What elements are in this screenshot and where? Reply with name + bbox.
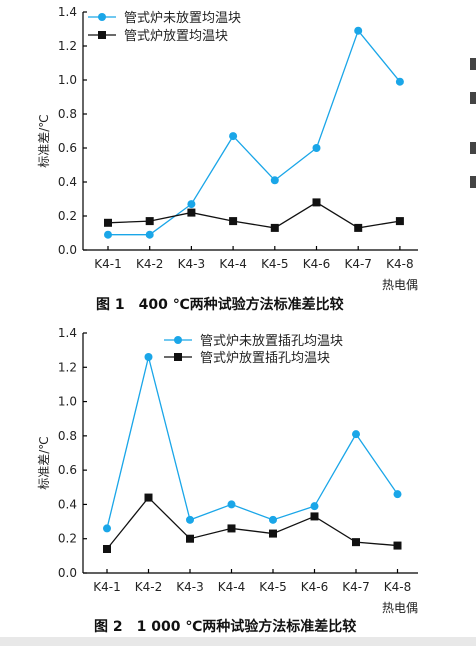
chart-1: 0.0 0.2 0.4 0.6 0.8 1.0 1.2 1.4 K4-1 K4-2 K4-3 K4-4…: [37, 5, 418, 313]
y-tick-label: 0.4: [58, 175, 77, 189]
y-tick-label: 0.0: [58, 566, 77, 580]
data-point: [270, 223, 279, 232]
data-point: [104, 230, 112, 239]
data-point: [269, 529, 277, 538]
x-tick-label: K4-4: [218, 580, 245, 594]
x-tick-label: K4-2: [136, 257, 163, 271]
data-point: [354, 223, 363, 232]
legend-marker: [98, 31, 106, 39]
x-tick-label: K4-7: [342, 580, 369, 594]
chart-2: 0.0 0.2 0.4 0.6 0.8 1.0 1.2 1.4 K4-1 K4-2 K4-3 K4-4…: [37, 326, 418, 635]
data-point: [229, 217, 238, 226]
legend-marker: [98, 13, 106, 21]
y-tick-label: 1.2: [58, 39, 77, 53]
page-edge-mark: [470, 142, 476, 154]
data-point: [187, 208, 196, 217]
data-point: [103, 524, 111, 533]
x-tick-label: K4-5: [259, 580, 286, 594]
data-point: [310, 512, 319, 521]
page-edge-mark: [470, 92, 476, 104]
data-point: [269, 515, 277, 524]
data-point: [393, 541, 402, 550]
y-tick-label: 1.0: [58, 73, 77, 87]
x-tick-label: K4-8: [384, 580, 411, 594]
series-line: [106, 356, 399, 529]
y-tick-label: 0.6: [58, 463, 77, 477]
x-axis-label: 热电偶: [382, 278, 418, 292]
legend-label: 管式炉放置均温块: [124, 29, 228, 44]
x-tick-label: K4-7: [344, 257, 371, 271]
data-point: [103, 545, 111, 553]
data-point: [186, 515, 194, 524]
series-line: [108, 29, 401, 236]
y-tick-label: 0.6: [58, 141, 77, 155]
y-tick-label: 1.4: [58, 5, 77, 19]
y-tick-label: 0.2: [58, 532, 77, 546]
data-point: [312, 144, 321, 152]
data-point: [104, 218, 112, 227]
data-point: [352, 430, 360, 439]
page-edge-mark: [470, 58, 476, 70]
page-edge-mark: [470, 176, 476, 188]
figure-caption: 图 1 400 ℃两种试验方法标准差比较: [96, 296, 344, 313]
page-bottom-strip: [0, 637, 476, 646]
data-point: [144, 353, 153, 361]
legend-label: 管式炉放置插孔均温块: [200, 351, 330, 366]
figure-caption: 图 2 1 000 ℃两种试验方法标准差比较: [94, 618, 356, 635]
x-axis-label: 热电偶: [382, 601, 418, 615]
data-point: [354, 26, 363, 35]
x-tick-label: K4-1: [93, 580, 120, 594]
data-point: [352, 538, 360, 547]
y-tick-label: 1.0: [58, 395, 77, 409]
data-point: [187, 200, 196, 209]
x-tick-label: K4-2: [135, 580, 162, 594]
x-tick-label: K4-5: [261, 257, 288, 271]
data-point: [270, 176, 279, 185]
data-point: [395, 77, 404, 86]
data-point: [145, 230, 154, 239]
y-tick-label: 1.2: [58, 360, 77, 374]
x-tick-label: K4-3: [176, 580, 203, 594]
data-point: [186, 534, 194, 543]
data-point: [227, 524, 236, 533]
data-point: [393, 490, 402, 499]
data-point: [227, 500, 236, 509]
y-tick-label: 0.8: [58, 429, 77, 443]
data-point: [145, 217, 154, 226]
data-point: [144, 493, 153, 502]
legend-marker: [174, 353, 182, 361]
series-line: [107, 201, 401, 229]
y-tick-label: 0.2: [58, 209, 77, 223]
data-point: [229, 132, 238, 141]
x-tick-label: K4-1: [94, 257, 121, 271]
data-point: [312, 198, 321, 207]
x-tick-label: K4-6: [301, 580, 328, 594]
legend-label: 管式炉未放置均温块: [124, 11, 241, 26]
y-tick-label: 0.4: [58, 497, 77, 511]
x-tick-label: K4-4: [219, 257, 246, 271]
x-tick-label: K4-6: [303, 257, 330, 271]
y-tick-label: 1.4: [58, 326, 77, 340]
legend-label: 管式炉未放置插孔均温块: [200, 334, 343, 349]
legend-marker: [174, 336, 182, 344]
y-tick-label: 0.0: [58, 243, 77, 257]
x-tick-label: K4-8: [386, 257, 413, 271]
y-axis-label: 标准差/℃: [37, 436, 51, 490]
series-line: [106, 496, 398, 550]
y-axis-label: 标准差/℃: [37, 114, 51, 168]
data-point: [310, 502, 319, 511]
y-tick-label: 0.8: [58, 107, 77, 121]
data-point: [395, 217, 404, 226]
x-tick-label: K4-3: [178, 257, 205, 271]
